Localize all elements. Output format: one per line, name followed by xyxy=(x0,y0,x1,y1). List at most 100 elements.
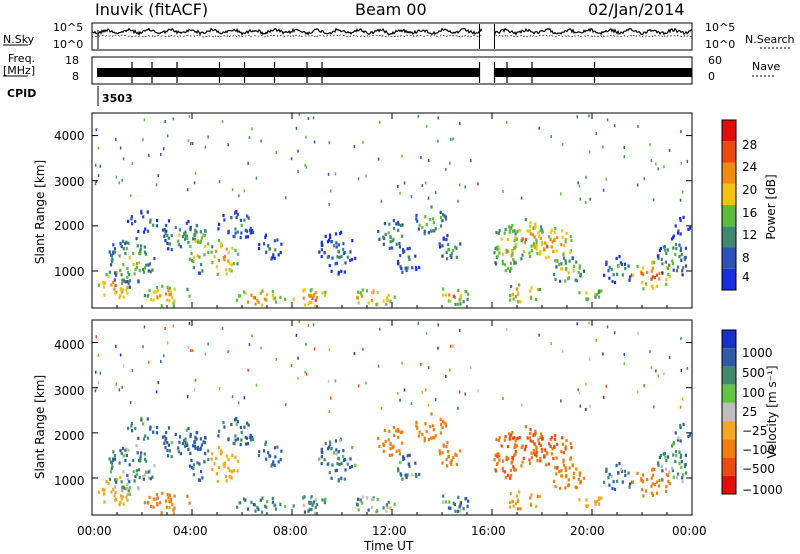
velocity-cell xyxy=(172,324,175,328)
velocity-cell xyxy=(401,441,404,445)
power-cell xyxy=(671,262,674,266)
power-cell xyxy=(315,296,318,300)
power-cell xyxy=(498,229,501,233)
power-cell xyxy=(211,261,214,265)
velocity-cell xyxy=(139,456,142,460)
velocity-cell xyxy=(672,475,675,479)
power-cell xyxy=(538,287,541,292)
power-cell xyxy=(675,269,679,273)
power-cell xyxy=(173,299,176,303)
power-cell xyxy=(674,243,678,247)
power-cell xyxy=(594,295,597,299)
velocity-cell xyxy=(198,462,201,466)
velocity-cell xyxy=(406,454,409,458)
power-cell xyxy=(204,145,207,149)
power-cell xyxy=(137,280,140,284)
power-cb-tick-16: 16 xyxy=(742,206,758,220)
freq-label-1: Freq. xyxy=(8,52,36,65)
velocity-cell xyxy=(679,455,682,459)
power-cell xyxy=(615,256,618,261)
velocity-cell xyxy=(297,356,299,360)
power-cell xyxy=(164,239,167,243)
power-cell xyxy=(108,270,111,274)
velocity-cell xyxy=(600,496,603,500)
power-cell xyxy=(198,271,202,275)
velocity-cell xyxy=(379,327,381,331)
velocity-cell xyxy=(311,503,314,507)
power-cell xyxy=(177,243,180,247)
power-cell xyxy=(496,245,499,249)
velocity-cell xyxy=(653,483,657,487)
velocity-cell xyxy=(340,461,343,465)
velocity-cell xyxy=(122,364,125,368)
power-cell xyxy=(326,255,329,259)
velocity-cell xyxy=(658,484,661,488)
velocity-cell xyxy=(671,466,674,470)
power-cell xyxy=(396,220,400,224)
power-cell xyxy=(342,251,346,255)
power-cell xyxy=(511,224,514,228)
power-cell xyxy=(122,247,125,251)
power-cell xyxy=(655,162,657,166)
power-cell xyxy=(524,218,527,222)
velocity-cell xyxy=(659,453,662,458)
power-cell xyxy=(160,152,162,156)
velocity-cell xyxy=(239,501,242,505)
vel-cb-tick-m1000: −1000 xyxy=(742,483,783,497)
velocity-cell xyxy=(383,429,386,433)
velocity-cell xyxy=(114,490,117,495)
velocity-cell xyxy=(142,437,146,441)
velocity-cell xyxy=(562,460,565,464)
power-cell xyxy=(575,279,578,283)
velocity-cell xyxy=(218,446,221,450)
power-cell xyxy=(335,245,338,249)
velocity-cell xyxy=(505,457,508,461)
velocity-cell xyxy=(459,449,462,453)
velocity-cell xyxy=(512,504,515,508)
power-cell xyxy=(334,172,337,176)
velocity-cell xyxy=(384,439,387,444)
power-cell xyxy=(511,293,514,297)
velocity-cell xyxy=(432,436,435,440)
power-cell xyxy=(292,297,295,301)
power-cell xyxy=(328,202,330,206)
power-cell xyxy=(166,234,169,238)
velocity-cell xyxy=(617,471,620,475)
velocity-cell xyxy=(521,444,524,448)
velocity-cell xyxy=(682,422,685,426)
power-cell xyxy=(445,167,447,171)
velocity-cell xyxy=(225,475,228,479)
velocity-cell xyxy=(397,429,400,433)
power-cell xyxy=(636,183,639,187)
power-cell xyxy=(427,196,430,200)
power-cell xyxy=(247,216,250,220)
velocity-cell xyxy=(433,436,436,440)
power-cell xyxy=(459,122,461,125)
velocity-colorbar-segment xyxy=(722,457,736,476)
power-cell xyxy=(437,116,439,120)
power-cell xyxy=(190,258,193,263)
power-cell xyxy=(549,237,552,242)
velocity-cell xyxy=(671,469,674,473)
power-cell xyxy=(172,117,175,121)
power-cell xyxy=(555,265,558,269)
velocity-cell xyxy=(663,451,666,455)
power-cell xyxy=(401,234,404,238)
power-cell xyxy=(439,245,442,249)
power-cell xyxy=(222,255,225,260)
velocity-cell xyxy=(236,420,239,424)
power-cell xyxy=(327,172,330,176)
power-cell xyxy=(541,230,544,234)
power-cell xyxy=(257,300,260,304)
power-cell xyxy=(560,192,562,196)
power-cell xyxy=(121,288,124,292)
power-cell xyxy=(328,233,332,237)
power-cell xyxy=(143,118,146,122)
velocity-cell xyxy=(330,476,333,480)
power-cell xyxy=(438,242,441,246)
power-cell xyxy=(131,222,134,226)
power-cell xyxy=(144,227,147,231)
power-cell xyxy=(677,229,680,233)
power-cell xyxy=(676,265,680,269)
power-cell xyxy=(552,249,555,254)
